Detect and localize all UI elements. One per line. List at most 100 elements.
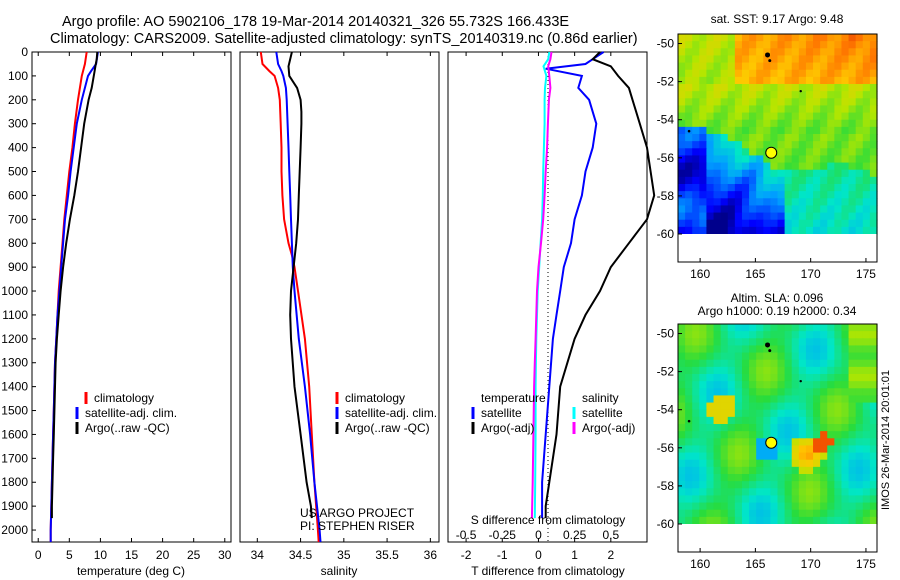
heatmap-cell — [770, 352, 779, 361]
heatmap-cell — [756, 481, 764, 489]
heatmap-cell — [841, 98, 850, 107]
heatmap-cell — [734, 466, 743, 475]
heatmap-cell — [820, 84, 828, 92]
heatmap-cell — [841, 69, 850, 78]
heatmap-cell — [727, 148, 736, 157]
heatmap-cell — [848, 459, 857, 468]
heatmap-cell — [820, 155, 828, 164]
heatmap-cell — [862, 226, 871, 235]
heatmap-cell — [841, 41, 850, 49]
heatmap-cell — [848, 219, 857, 228]
heatmap-cell — [820, 162, 828, 171]
heatmap-cell — [862, 516, 871, 525]
heatmap-cell — [763, 105, 771, 114]
heatmap-cell — [734, 105, 743, 114]
difference-x-ticks: -2 -1 0 1 2 — [461, 52, 614, 562]
heatmap-cell — [685, 452, 693, 461]
heatmap-cell — [770, 169, 779, 178]
heatmap-cell — [855, 205, 864, 214]
heatmap-cell — [741, 402, 750, 411]
heatmap-cell — [827, 105, 835, 114]
heatmap-cell — [699, 466, 708, 475]
heatmap-cell — [734, 34, 743, 42]
heatmap-cell — [685, 395, 693, 404]
heatmap-cell — [820, 502, 828, 511]
heatmap-cell — [834, 184, 843, 192]
heatmap-cell — [706, 84, 715, 92]
heatmap-cell — [855, 445, 864, 454]
heatmap-cell — [841, 126, 850, 135]
heatmap-cell — [784, 438, 793, 447]
heatmap-cell — [798, 438, 807, 447]
heatmap-cell — [869, 502, 878, 511]
heatmap-cell — [784, 76, 793, 85]
heatmap-cell — [713, 198, 722, 207]
heatmap-cell — [855, 162, 864, 171]
heatmap-cell — [727, 91, 736, 99]
heatmap-cell — [813, 331, 821, 339]
heatmap-cell — [798, 76, 807, 85]
heatmap-cell — [713, 452, 722, 461]
heatmap-cell — [827, 226, 835, 235]
heatmap-cell — [763, 84, 771, 92]
heatmap-cell — [869, 119, 878, 128]
heatmap-cell — [834, 438, 843, 447]
heatmap-cell — [706, 76, 715, 85]
heatmap-cell — [734, 324, 743, 332]
heatmap-cell — [713, 466, 722, 475]
heatmap-cell — [763, 416, 771, 425]
heatmap-cell — [777, 98, 786, 107]
heatmap-cell — [848, 374, 857, 382]
heatmap-cell — [749, 431, 757, 439]
heatmap-cell — [805, 48, 814, 57]
heatmap-cell — [834, 119, 843, 128]
heatmap-cell — [699, 488, 708, 497]
heatmap-cell — [678, 219, 686, 228]
heatmap-cell — [791, 502, 800, 511]
legend-title-temperature: temperature — [481, 391, 546, 405]
heatmap-cell — [727, 155, 736, 164]
heatmap-cell — [848, 41, 857, 49]
heatmap-cell — [869, 148, 878, 157]
heatmap-cell — [756, 205, 764, 214]
heatmap-cell — [813, 352, 821, 361]
heatmap-cell — [749, 205, 757, 214]
heatmap-cell — [741, 388, 750, 397]
heatmap-cell — [756, 141, 764, 149]
argo-float-position-marker — [765, 436, 778, 449]
heatmap-cell — [734, 191, 743, 199]
heatmap-cell — [741, 184, 750, 192]
heatmap-cell — [713, 516, 722, 525]
heatmap-cell — [784, 105, 793, 114]
heatmap-cell — [784, 55, 793, 64]
heatmap-cell — [834, 98, 843, 107]
heatmap-cell — [791, 162, 800, 171]
heatmap-cell — [706, 366, 715, 375]
heatmap-cell — [678, 155, 686, 164]
heatmap-cell — [777, 169, 786, 178]
heatmap-cell — [848, 184, 857, 192]
heatmap-cell — [734, 331, 743, 339]
heatmap-cell — [699, 388, 708, 397]
heatmap-cell — [862, 105, 871, 114]
heatmap-cell — [734, 62, 743, 71]
heatmap-cell — [848, 352, 857, 361]
heatmap-cell — [841, 495, 850, 504]
heatmap-cell — [713, 134, 722, 142]
heatmap-cell — [841, 502, 850, 511]
heatmap-cell — [791, 205, 800, 214]
heatmap-cell — [798, 48, 807, 57]
heatmap-cell — [805, 388, 814, 397]
heatmap-cell — [820, 219, 828, 228]
heatmap-cell — [692, 452, 700, 461]
depth-tick-label: 1700 — [1, 451, 28, 465]
heatmap-cell — [791, 395, 800, 404]
island-marker — [687, 129, 691, 133]
heatmap-cell — [713, 141, 722, 149]
heatmap-cell — [727, 466, 736, 475]
heatmap-cell — [713, 105, 722, 114]
heatmap-cell — [770, 34, 779, 42]
heatmap-cell — [813, 212, 821, 221]
heatmap-cell — [692, 502, 700, 511]
heatmap-cell — [741, 481, 750, 489]
